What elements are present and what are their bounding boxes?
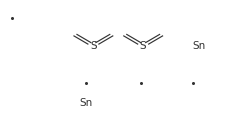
Text: Sn: Sn bbox=[79, 98, 93, 108]
Text: S: S bbox=[140, 41, 146, 51]
Text: S: S bbox=[90, 41, 97, 51]
Text: Sn: Sn bbox=[192, 41, 206, 51]
